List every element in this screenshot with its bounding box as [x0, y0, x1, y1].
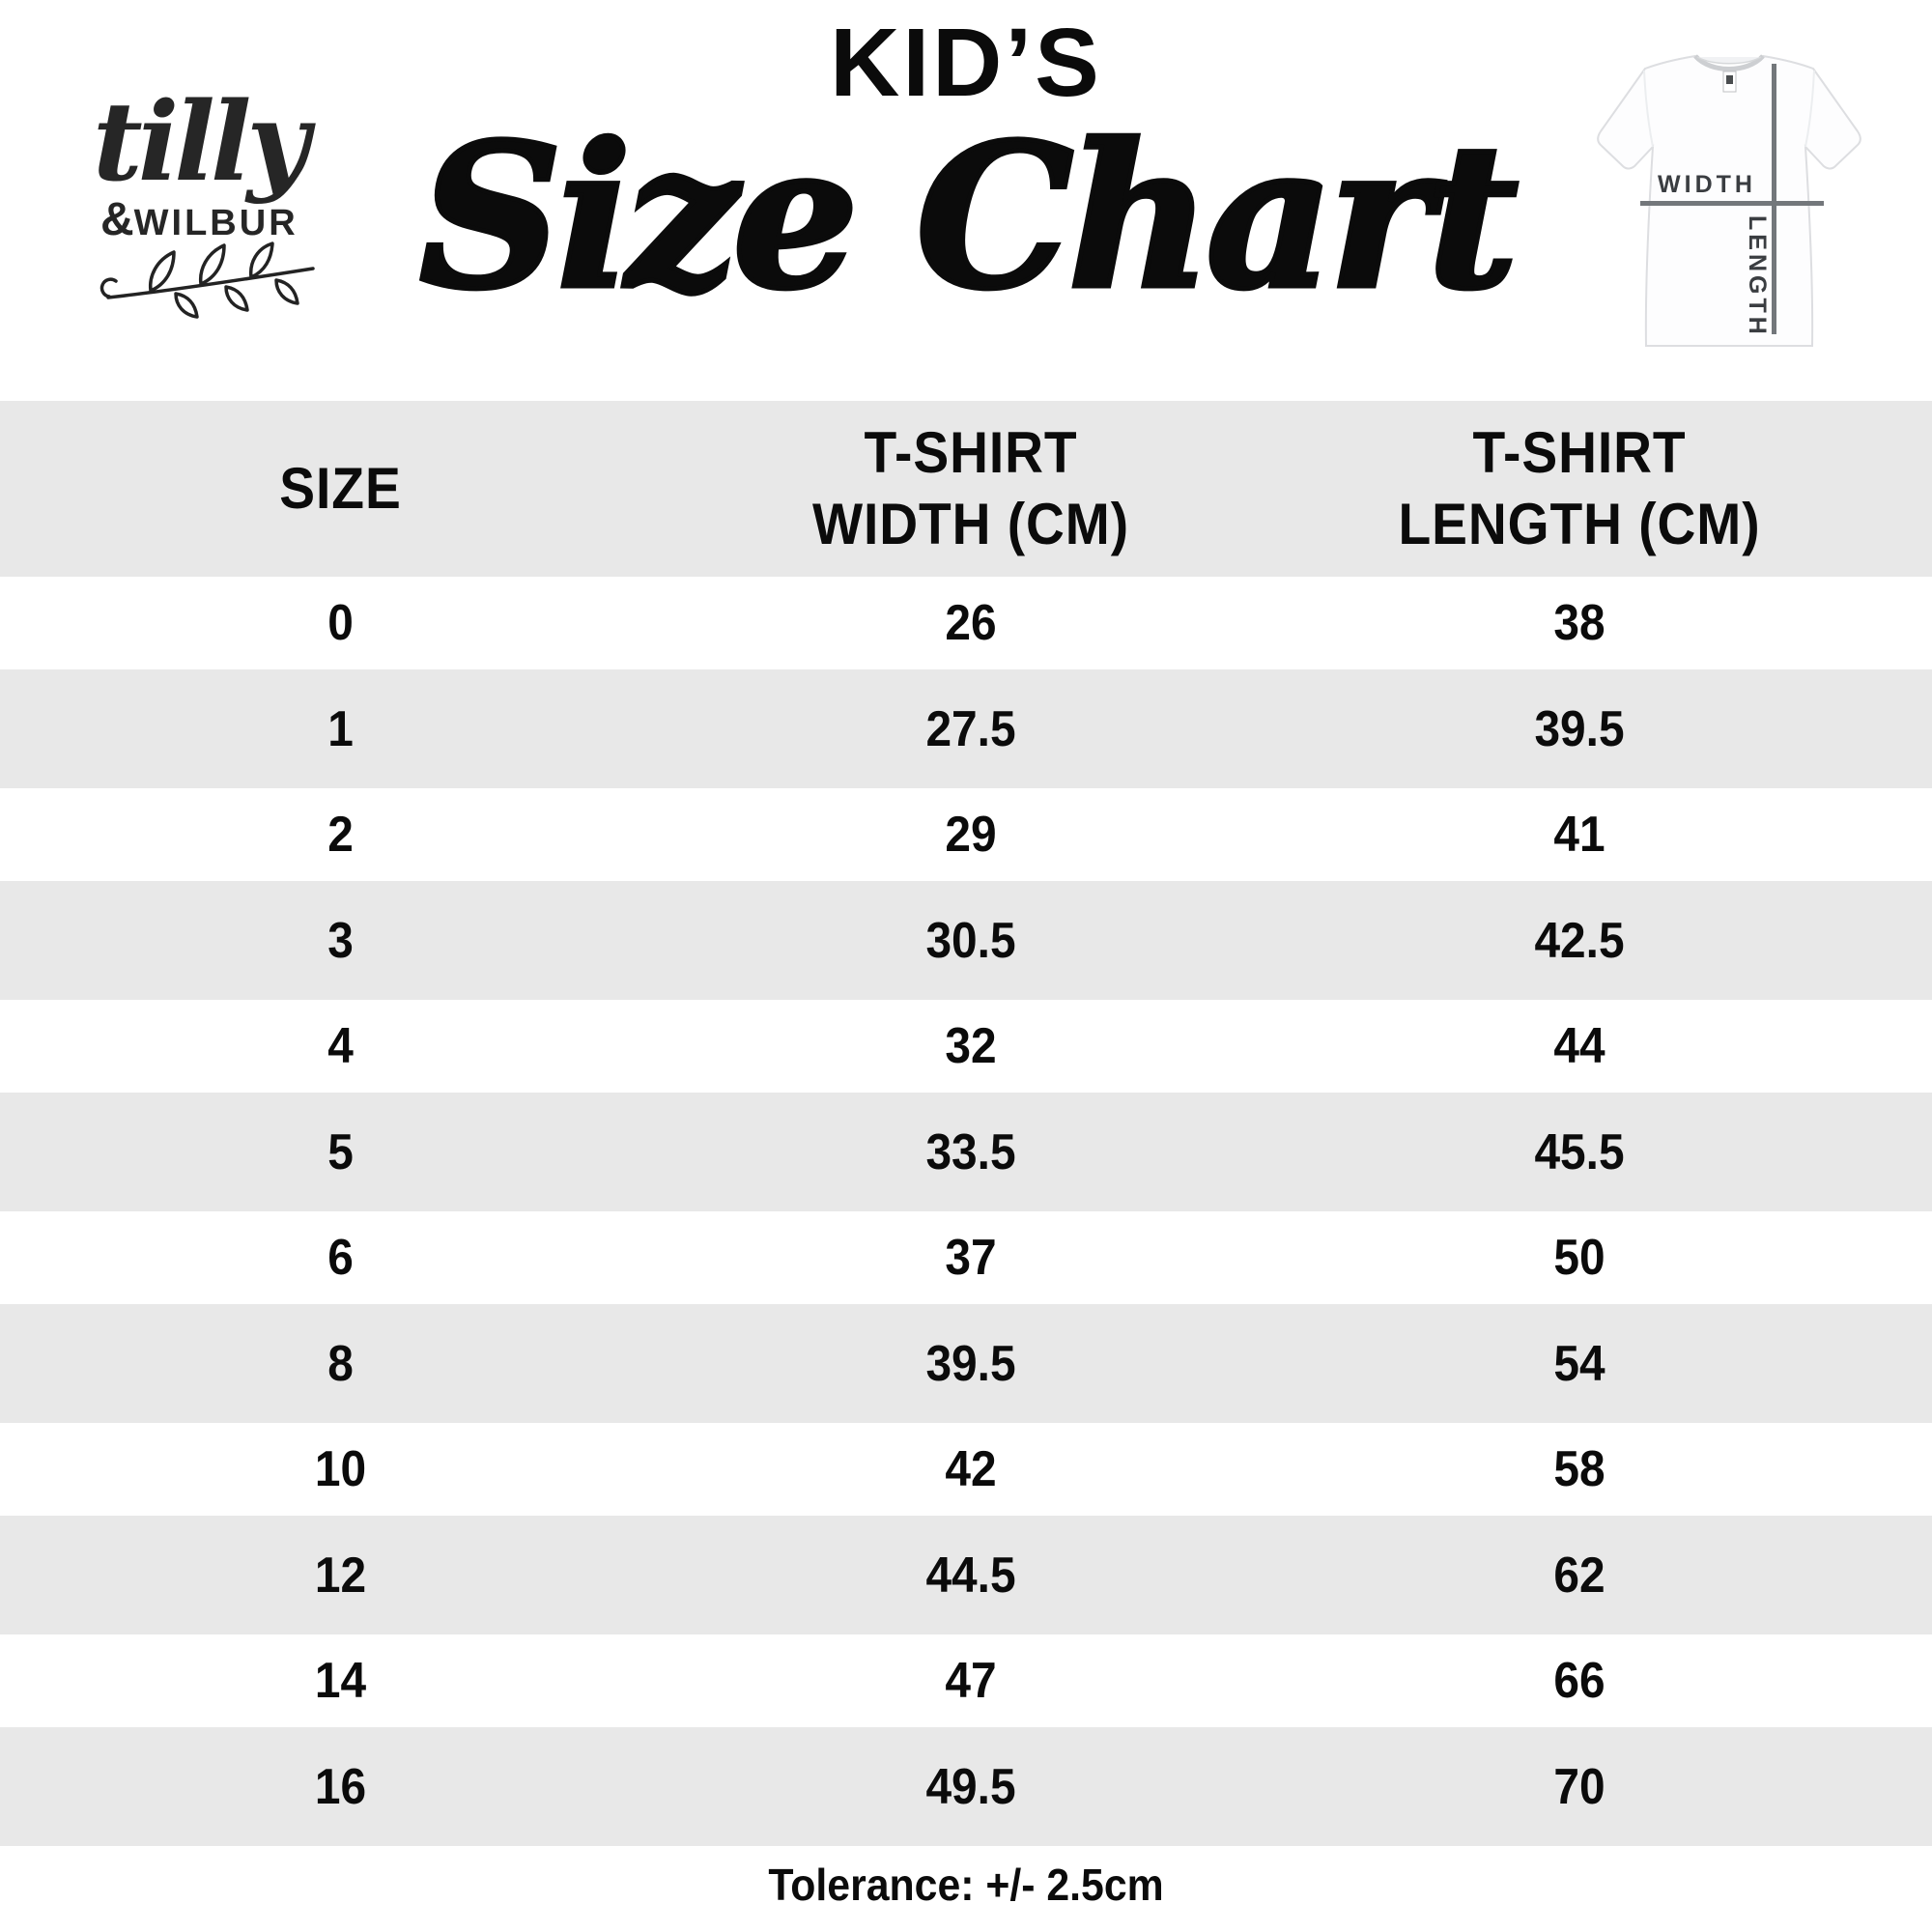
table-cell: 0: [327, 595, 354, 651]
width-label: WIDTH: [1658, 171, 1756, 198]
header-cell: T-SHIRT WIDTH (CM): [811, 419, 1130, 556]
table-header-row: SIZE T-SHIRT WIDTH (CM) T-SHIRT LENGTH (CM): [0, 401, 1932, 577]
table-cell: 37: [945, 1230, 997, 1286]
brand-name-script: tilly: [93, 79, 309, 206]
table-cell: 6: [327, 1230, 354, 1286]
table-cell: 14: [314, 1653, 367, 1709]
table-row: 1 27.5 39.5: [0, 669, 1932, 788]
table-cell: 38: [1553, 595, 1605, 651]
table-cell: 42.5: [1534, 912, 1625, 969]
table-row: 8 39.5 54: [0, 1304, 1932, 1423]
table-cell: 33.5: [925, 1123, 1016, 1180]
length-label: LENGTH: [1744, 215, 1771, 338]
table-row: 10 42 58: [0, 1423, 1932, 1516]
table-cell: 26: [945, 595, 997, 651]
width-measure-line: [1640, 201, 1824, 206]
table-row: 0 26 38: [0, 577, 1932, 669]
header-cell: T-SHIRT LENGTH (CM): [1398, 419, 1761, 556]
table-cell: 49.5: [925, 1758, 1016, 1815]
table-row: 6 37 50: [0, 1211, 1932, 1304]
table-row: 14 47 66: [0, 1634, 1932, 1727]
length-measure-line: [1772, 64, 1776, 334]
table-cell: 47: [945, 1653, 997, 1709]
table-cell: 66: [1553, 1653, 1605, 1709]
table-cell: 54: [1553, 1335, 1605, 1392]
brand-ampersand: &: [100, 194, 134, 245]
table-cell: 1: [327, 700, 354, 757]
table-cell: 16: [314, 1758, 367, 1815]
table-cell: 30.5: [925, 912, 1016, 969]
table-cell: 12: [314, 1547, 367, 1604]
table-row: 5 33.5 45.5: [0, 1093, 1932, 1211]
table-cell: 39.5: [925, 1335, 1016, 1392]
table-cell: 42: [945, 1441, 997, 1497]
table-cell: 41: [1553, 807, 1605, 863]
title-kicker: KID’S: [830, 9, 1102, 117]
table-row: 3 30.5 42.5: [0, 881, 1932, 1000]
table-cell: 29: [945, 807, 997, 863]
table-cell: 62: [1553, 1547, 1605, 1604]
table-cell: 45.5: [1534, 1123, 1625, 1180]
brand-caps-word: WILBUR: [133, 203, 298, 243]
tolerance-note: Tolerance: +/- 2.5cm: [768, 1860, 1164, 1910]
page-title: Size Chart: [417, 99, 1521, 336]
table-row: 4 32 44: [0, 1000, 1932, 1093]
table-cell: 32: [945, 1018, 997, 1074]
table-row: 12 44.5 62: [0, 1516, 1932, 1634]
table-cell: 8: [327, 1335, 354, 1392]
table-cell: 3: [327, 912, 354, 969]
table-cell: 44: [1553, 1018, 1605, 1074]
table-body: 0 26 38 1 27.5 39.5 2 29 41 3 30.5 42.5 4 32 44 5 33.5 45…: [0, 577, 1932, 1846]
brand-name-caps: & WILBUR: [100, 197, 298, 243]
table-cell: 44.5: [925, 1547, 1016, 1604]
table-cell: 5: [327, 1123, 354, 1180]
table-row: 2 29 41: [0, 788, 1932, 881]
tshirt-measurement-diagram: WIDTH LENGTH: [1589, 39, 1869, 386]
laurel-branch-icon: [99, 242, 315, 319]
table-cell: 4: [327, 1018, 354, 1074]
table-cell: 39.5: [1534, 700, 1625, 757]
table-cell: 58: [1553, 1441, 1605, 1497]
table-cell: 50: [1553, 1230, 1605, 1286]
header-cell: SIZE: [279, 455, 402, 521]
table-row: 16 49.5 70: [0, 1727, 1932, 1846]
table-cell: 2: [327, 807, 354, 863]
table-cell: 10: [314, 1441, 367, 1497]
size-table: SIZE T-SHIRT WIDTH (CM) T-SHIRT LENGTH (CM) …: [0, 401, 1932, 1846]
table-cell: 27.5: [925, 700, 1016, 757]
table-cell: 70: [1553, 1758, 1605, 1815]
tshirt-collar: [1693, 54, 1765, 71]
